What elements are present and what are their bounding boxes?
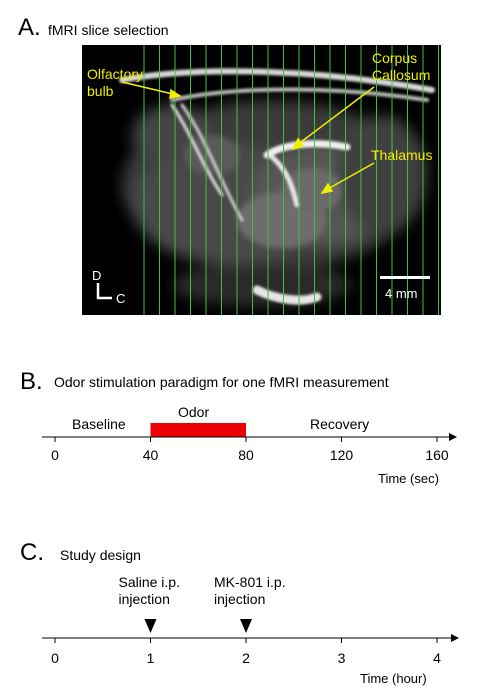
paradigm-tick-label: 0 bbox=[51, 447, 59, 463]
callosum-label-line2: Callosum bbox=[372, 67, 431, 83]
paradigm-axis-arrow bbox=[449, 433, 457, 441]
panel-b-title: Odor stimulation paradigm for one fMRI m… bbox=[54, 374, 389, 390]
injection-marker bbox=[240, 619, 252, 633]
paradigm-tick-label: 160 bbox=[425, 447, 449, 463]
callosum-arrow-head bbox=[291, 137, 305, 151]
paradigm-axis bbox=[42, 423, 457, 442]
injection-label: Saline i.p. injection bbox=[119, 574, 180, 608]
paradigm-tick-label: 80 bbox=[238, 447, 254, 463]
olfactory-arrow bbox=[121, 81, 178, 96]
thalamus-label: Thalamus bbox=[371, 147, 433, 163]
odor-label: Odor bbox=[178, 404, 210, 420]
corpus-callosum-label: Corpus Callosum bbox=[372, 50, 430, 84]
injection-label: MK-801 i.p. injection bbox=[214, 574, 286, 608]
study-tick-label: 3 bbox=[337, 650, 346, 666]
mri-sagittal-slice bbox=[96, 45, 439, 315]
orientation-marker bbox=[96, 283, 112, 300]
study-axis bbox=[42, 619, 459, 643]
scale-bar bbox=[380, 276, 430, 279]
thalamus-arrow-head bbox=[320, 182, 334, 195]
annotation-arrows bbox=[121, 81, 375, 195]
mri-image bbox=[82, 45, 441, 315]
paradigm-axis-title: Time (sec) bbox=[378, 471, 439, 486]
olfactory-label-line1: Olfactory bbox=[87, 66, 144, 82]
panel-c-letter: C. bbox=[20, 539, 44, 566]
study-axis-title: Time (hour) bbox=[360, 671, 427, 686]
odor-block bbox=[150, 423, 246, 437]
paradigm-tick-label: 120 bbox=[329, 447, 354, 463]
study-tick-label: 0 bbox=[51, 650, 59, 666]
panel-a-title: fMRI slice selection bbox=[48, 22, 169, 38]
olfactory-arrow-head bbox=[169, 88, 182, 99]
olfactory-bulb-label: Olfactory bulb bbox=[87, 66, 143, 100]
injection-label-line: Saline i.p. bbox=[118, 574, 180, 590]
study-axis-arrow bbox=[451, 634, 459, 642]
recovery-label: Recovery bbox=[310, 416, 370, 432]
study-tick-label: 4 bbox=[433, 650, 441, 666]
panel-a-letter: A. bbox=[18, 14, 41, 41]
panel-c-title: Study design bbox=[60, 547, 141, 563]
callosum-arrow bbox=[296, 86, 375, 146]
injection-label-line: injection bbox=[214, 591, 266, 607]
paradigm-tick-label: 40 bbox=[142, 447, 159, 463]
olfactory-label-line2: bulb bbox=[87, 83, 114, 99]
scale-bar-label: 4 mm bbox=[385, 286, 418, 301]
injection-label-line: injection bbox=[118, 591, 170, 607]
injection-label-line: MK-801 i.p. bbox=[214, 574, 286, 590]
slice-lines bbox=[143, 45, 439, 315]
dorsal-label: D bbox=[92, 268, 102, 283]
baseline-label: Baseline bbox=[72, 416, 126, 432]
caudal-label: C bbox=[116, 291, 126, 306]
thalamus-arrow bbox=[325, 162, 375, 191]
panel-b-letter: B. bbox=[20, 368, 43, 395]
study-tick-label: 2 bbox=[242, 650, 250, 666]
injection-marker bbox=[144, 619, 157, 633]
callosum-label-line1: Corpus bbox=[372, 50, 418, 66]
study-tick-label: 1 bbox=[146, 650, 155, 666]
